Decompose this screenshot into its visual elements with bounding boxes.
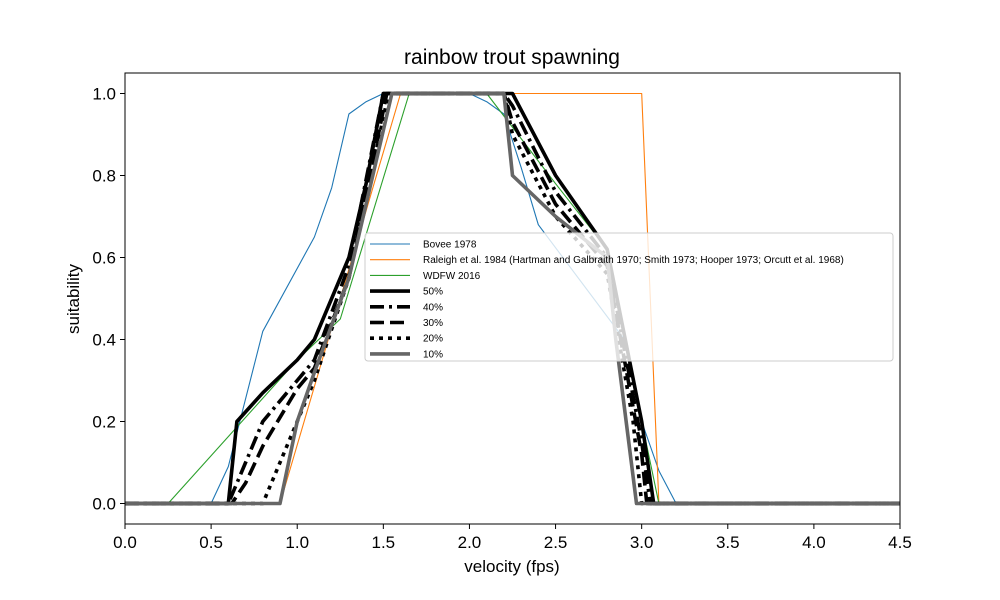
x-tick-label: 2.0 (458, 533, 482, 552)
legend-label: 30% (423, 318, 443, 329)
legend-label: 50% (423, 287, 443, 298)
y-tick-label: 1.0 (92, 85, 116, 104)
x-tick-label: 4.0 (802, 533, 826, 552)
x-axis: 0.0 0.5 1.0 1.5 2.0 2.5 3.0 3.5 4.0 4.5 (113, 524, 912, 552)
y-axis-label: suitability (64, 264, 83, 334)
y-axis: 0.0 0.2 0.4 0.6 0.8 1.0 (92, 85, 125, 514)
y-tick-label: 0.2 (92, 413, 116, 432)
series-line-20 (125, 91, 900, 506)
x-tick-label: 3.5 (716, 533, 740, 552)
chart-title: rainbow trout spawning (404, 46, 620, 69)
plot-frame (124, 72, 901, 525)
x-tick-label: 1.5 (372, 533, 396, 552)
x-axis-label: velocity (fps) (464, 557, 559, 576)
legend-label: Bovee 1978 (423, 240, 477, 251)
legend-label: WDFW 2016 (423, 271, 481, 282)
y-tick-label: 0.4 (92, 331, 116, 350)
y-tick-label: 0.0 (92, 495, 116, 514)
y-tick-label: 0.6 (92, 249, 116, 268)
x-tick-label: 0.0 (113, 533, 137, 552)
x-tick-label: 2.5 (544, 533, 568, 552)
legend-label: 20% (423, 334, 443, 345)
x-tick-label: 3.0 (630, 533, 654, 552)
legend-label: Raleigh et al. 1984 (Hartman and Galbrai… (423, 255, 844, 266)
legend-label: 10% (423, 349, 443, 360)
legend-box (364, 232, 894, 362)
y-tick-label: 0.8 (92, 167, 116, 186)
x-tick-label: 4.5 (888, 533, 912, 552)
x-tick-label: 0.5 (199, 533, 223, 552)
legend: Bovee 1978 Raleigh et al. 1984 (Hartman a… (364, 232, 894, 362)
x-tick-label: 1.0 (285, 533, 309, 552)
legend-label: 40% (423, 302, 443, 313)
